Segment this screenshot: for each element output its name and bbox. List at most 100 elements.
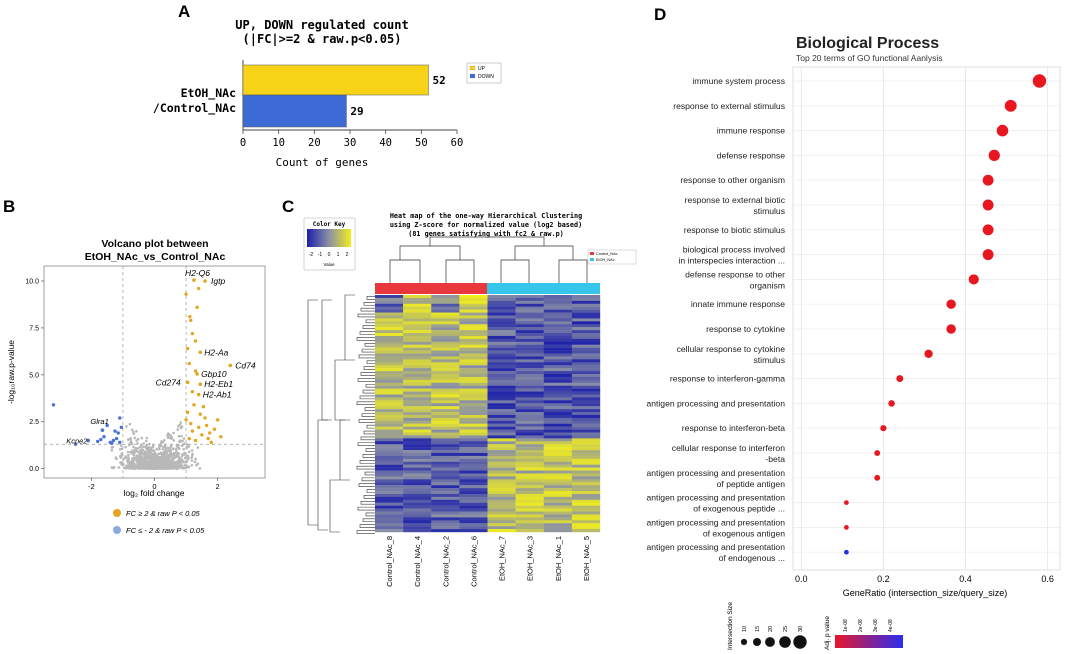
panel-c-heat-cell [487, 479, 516, 483]
panel-b-point-ns [136, 442, 139, 445]
panel-b-point-ns [142, 452, 146, 455]
panel-b-xtick-label: -2 [88, 482, 95, 491]
panel-b-point-ns [139, 466, 143, 470]
panel-b-point-ns [145, 453, 149, 456]
panel-b-point-ns [123, 466, 126, 470]
panel-c-heat-cell [431, 300, 460, 304]
panel-b-point-ns [184, 461, 187, 464]
panel-c-heat-cell [459, 297, 488, 302]
panel-b-point-ns [142, 442, 146, 445]
panel-c-heat-cell [571, 464, 601, 468]
panel-b-point-ns [172, 439, 176, 442]
panel-b-ytick-label: 5.0 [29, 372, 39, 379]
panel-c-row-dendro-branch [361, 413, 375, 417]
panel-d-size-legend-dot [740, 638, 748, 646]
panel-c-heat-cell [487, 450, 516, 454]
panel-b-point-ns [180, 425, 184, 428]
panel-c-heat-cell [459, 464, 488, 468]
panel-c-heat-cell [375, 479, 404, 483]
panel-c-column-label: Control_NAc_8 [385, 536, 394, 587]
panel-b-point-ns [165, 457, 169, 460]
panel-b-point-ns [185, 446, 188, 450]
panel-c-heat-cell [571, 382, 601, 386]
panel-c-heat-cell [543, 420, 573, 424]
panel-c-heat-cell [375, 347, 404, 351]
panel-c-heat-cell [375, 321, 404, 325]
panel-c-heat-cell [459, 499, 488, 503]
panel-c-heat-cell [375, 511, 404, 515]
panel-c-heat-cell [571, 321, 601, 325]
panel-b-point-ns [132, 466, 135, 470]
panel-b-point-ns [131, 449, 134, 452]
panel-b-point-up [190, 331, 195, 336]
panel-c-heat-cell [375, 374, 404, 378]
panel-c-heat-cell [431, 341, 460, 345]
panel-c-heat-cell [431, 414, 460, 419]
panel-b-point-up [188, 314, 192, 319]
panel-c-heat-cell [459, 333, 488, 337]
panel-c-heat-cell [571, 435, 601, 439]
panel-b-title-line-2: EtOH_NAc_vs_Control_NAc [85, 251, 226, 263]
panel-c-heat-cell [543, 517, 573, 521]
panel-label-d: D [654, 5, 666, 24]
panel-c-heat-cell [431, 429, 460, 433]
panel-c-heat-cell [431, 409, 460, 413]
panel-b-point-ns [151, 466, 154, 470]
panel-c-heat-cell [543, 526, 573, 530]
panel-c-heat-cell [487, 312, 516, 316]
panel-c-heat-cell [487, 327, 516, 331]
panel-b-point-up-labeled [185, 380, 190, 385]
panel-c-heat-cell [375, 429, 404, 433]
panel-c-heat-cell [543, 438, 573, 442]
panel-b-point-ns [129, 450, 132, 454]
panel-c-heat-cell [487, 470, 516, 474]
panel-c-heat-cell [543, 499, 573, 503]
panel-d-term-label: antigen processing and presentation [646, 542, 785, 552]
panel-c-heat-cell [543, 376, 573, 381]
panel-c-heat-cell [543, 441, 573, 445]
panel-b-point-ns [120, 463, 123, 466]
panel-c-heat-cell [515, 444, 544, 448]
panel-c-row-dendro-branch [361, 348, 375, 353]
panel-c-row-dendro-branch [360, 307, 375, 312]
panel-c-heat-cell [375, 409, 404, 413]
panel-b-point-up [197, 286, 201, 291]
panel-b-point-up [209, 440, 214, 445]
panel-b-point-down [118, 416, 122, 420]
panel-b-point-ns [148, 442, 151, 446]
panel-b-point-down [99, 437, 103, 442]
panel-c-heat-cell [459, 315, 488, 319]
panel-c-heat-cell [543, 461, 573, 465]
panel-c-heat-cell [543, 379, 573, 383]
panel-b-point-ns [194, 457, 197, 461]
panel-c-heat-cell [403, 344, 432, 348]
panel-c-row-dendro-branch [366, 360, 375, 365]
panel-c-heat-cell [543, 493, 573, 498]
panel-d-size-legend-dot [779, 636, 791, 648]
panel-a-xtick-label: 40 [379, 137, 392, 149]
panel-label-a: A [178, 2, 190, 21]
panel-b-point-ns [163, 462, 166, 466]
panel-c-heat-cell [431, 315, 460, 319]
panel-b-point-ns [165, 464, 168, 468]
panel-c-row-dendro-branch [321, 299, 332, 421]
panel-c-heat-cell [487, 520, 516, 524]
panel-b-point-up [189, 421, 193, 426]
panel-c-heat-cell [431, 321, 460, 325]
panel-c-color-key-tick: 0 [328, 252, 331, 258]
panel-c-heat-cell [515, 470, 544, 474]
panel-d-dot [946, 299, 956, 309]
panel-c-heat-cell [487, 482, 516, 486]
panel-c-heat-cell [571, 385, 601, 389]
panel-b-point-ns [177, 447, 181, 450]
panel-b-point-ns [190, 449, 194, 452]
panel-d-dot [946, 324, 956, 334]
panel-c-heat-cell [431, 441, 460, 445]
panel-b-point-down [113, 429, 117, 433]
panel-c-column-dendrogram [389, 236, 588, 283]
panel-c-heat-cell [431, 482, 460, 486]
panel-c-heat-cell [543, 473, 573, 477]
panel-c-heat-cell [375, 493, 404, 498]
panel-b-point-ns [115, 457, 118, 461]
panel-c-heat-cell [375, 376, 404, 381]
